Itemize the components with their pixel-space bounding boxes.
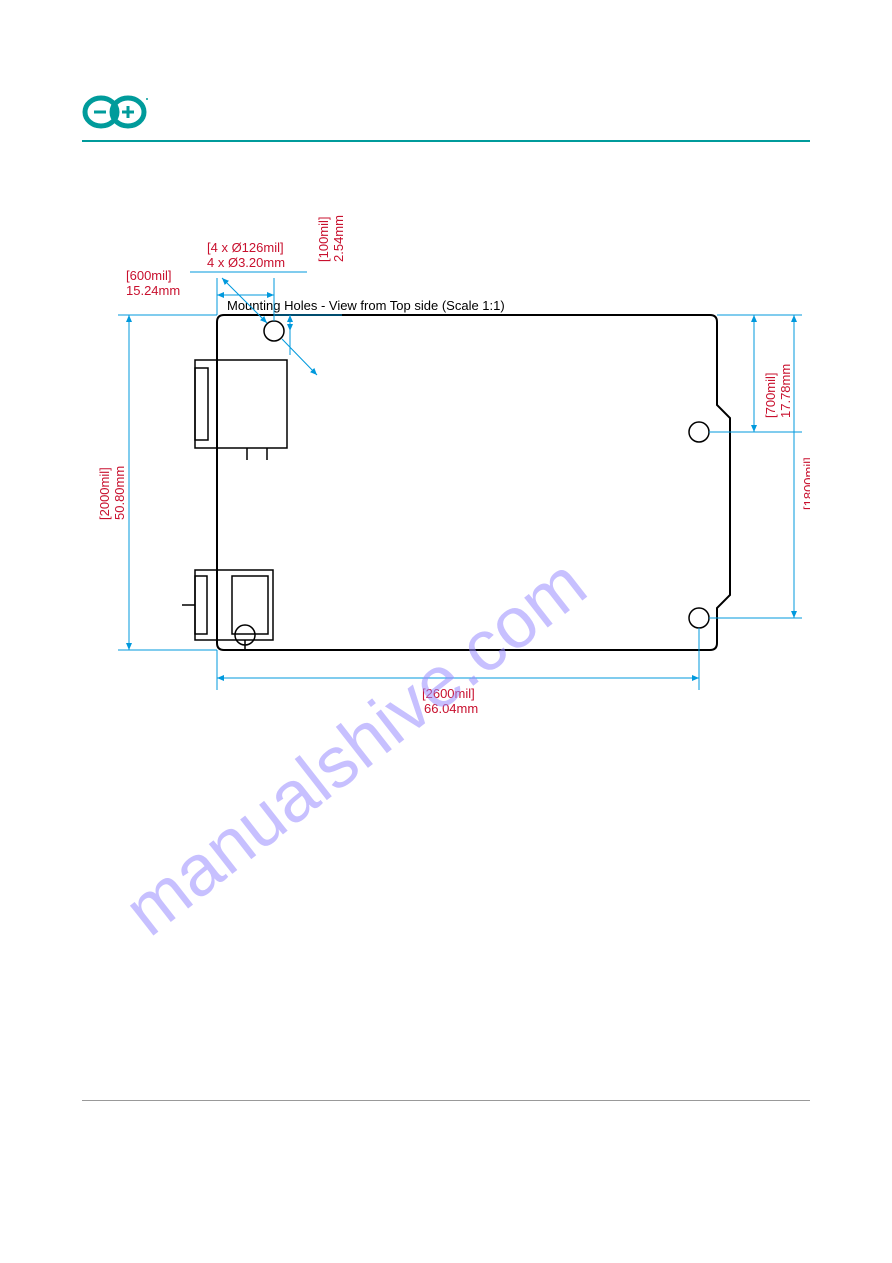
dim-width-mm: 66.04mm bbox=[424, 701, 478, 716]
dim-height-mm: 50.80mm bbox=[112, 466, 127, 520]
dim-top-offset-mm: 2.54mm bbox=[331, 215, 346, 262]
mounting-holes-diagram: Mounting Holes - View from Top side (Sca… bbox=[82, 200, 810, 720]
arduino-logo bbox=[82, 92, 152, 137]
dim-left-x-mil: [600mil] bbox=[126, 268, 172, 283]
dim-width-mil: [2600mil] bbox=[422, 686, 475, 701]
page: Mounting Holes - View from Top side (Sca… bbox=[0, 0, 892, 1263]
dim-top-offset-mil: [100mil] bbox=[316, 216, 331, 262]
footer-divider bbox=[82, 1100, 810, 1101]
dim-right-upper-mm: 17.78mm bbox=[778, 364, 793, 418]
header-divider bbox=[82, 140, 810, 142]
hole-spec-mil: [4 x Ø126mil] bbox=[207, 240, 284, 255]
dim-left-x-mm: 15.24mm bbox=[126, 283, 180, 298]
diagram-title-text: Mounting Holes - View from Top side (Sca… bbox=[227, 298, 505, 313]
hole-spec-mm: 4 x Ø3.20mm bbox=[207, 255, 285, 270]
dim-right-lower-mil: [1800mil] bbox=[801, 457, 810, 510]
dim-right-upper-mil: [700mil] bbox=[763, 372, 778, 418]
dim-height-mil: [2000mil] bbox=[97, 467, 112, 520]
